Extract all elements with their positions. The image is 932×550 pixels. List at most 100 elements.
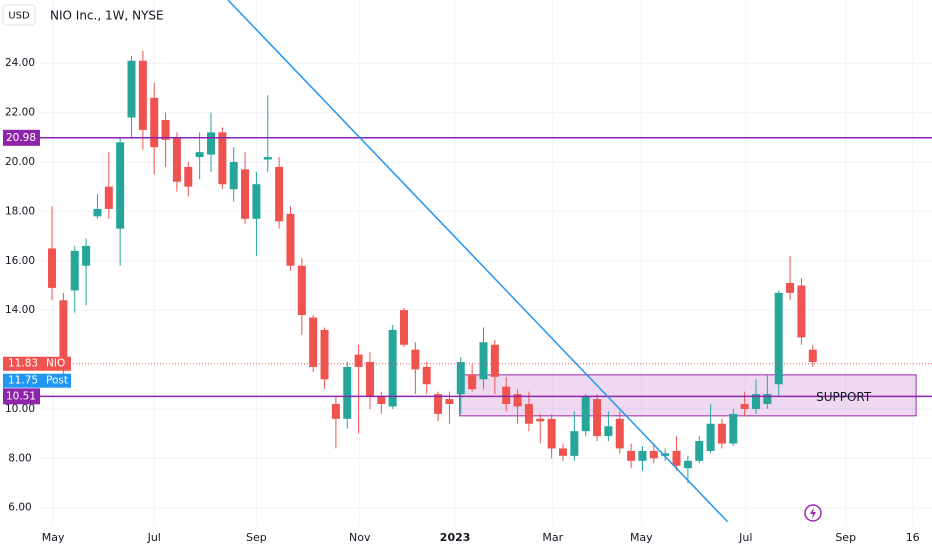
candle-body — [297, 265, 306, 316]
chart-title: NIO Inc., 1W, NYSE — [50, 9, 164, 23]
candle-body — [263, 157, 272, 160]
candle-body — [195, 152, 204, 158]
price-tag — [3, 356, 71, 371]
candle-body — [581, 396, 590, 432]
candle-body — [740, 403, 749, 409]
support-zone — [459, 374, 917, 417]
candle-body — [275, 166, 284, 222]
x-tick-label: Sep — [835, 531, 856, 544]
candle-body — [456, 362, 465, 395]
candle-body — [150, 97, 159, 148]
candle-body — [695, 441, 704, 461]
candle-body — [206, 132, 215, 155]
x-tick-label: May — [42, 531, 65, 544]
candle-body — [48, 248, 57, 288]
candle-body — [218, 132, 227, 185]
candle-body — [786, 282, 795, 293]
candle-body — [434, 394, 443, 414]
candle-body — [468, 374, 477, 390]
candle-body — [252, 184, 261, 219]
x-tick-label: Mar — [542, 531, 563, 544]
x-tick-label: 16 — [906, 531, 920, 544]
trendline — [227, 0, 729, 523]
x-tick-label: Jul — [147, 531, 161, 544]
alert-bolt — [810, 507, 816, 519]
candle-body — [604, 426, 613, 437]
y-tick-label: 18.00 — [5, 205, 35, 217]
level-tag — [3, 388, 40, 405]
candle-body — [411, 349, 420, 370]
candle-body — [445, 399, 454, 404]
candle-body — [797, 285, 806, 338]
candle-body — [400, 310, 409, 345]
y-tick-label: 16.00 — [5, 255, 35, 267]
y-tick-label: 10.00 — [5, 403, 35, 415]
candle-body — [774, 292, 783, 385]
candle-body — [808, 349, 817, 363]
candle-body — [729, 413, 738, 444]
candle-body — [683, 460, 692, 469]
candle-body — [172, 137, 181, 182]
candle-body — [343, 366, 352, 419]
candle-body — [717, 423, 726, 444]
candle-body — [309, 317, 318, 367]
candle-body — [116, 142, 125, 229]
price-tag-label: Post — [46, 375, 68, 387]
candle-body — [388, 329, 397, 407]
candle-body — [752, 394, 761, 409]
candle-body — [320, 329, 329, 380]
y-tick-label: 14.00 — [5, 304, 35, 316]
y-tick-label: 8.00 — [8, 452, 31, 464]
candle-body — [354, 354, 363, 367]
candle-body — [763, 394, 772, 404]
candle-body — [138, 60, 147, 130]
candle-body — [627, 450, 636, 461]
candle-body — [161, 120, 170, 140]
candle-body — [82, 245, 91, 266]
y-tick-label: 20.00 — [5, 156, 35, 168]
candle-body — [127, 60, 136, 118]
price-tag-value: 11.75 — [8, 375, 38, 387]
candle-body — [661, 453, 670, 456]
candle-body — [184, 166, 193, 187]
y-tick-label: 6.00 — [8, 502, 31, 514]
price-tag-label: NIO — [46, 358, 65, 370]
plot-area — [40, 0, 932, 525]
y-tick-label: 22.00 — [5, 107, 35, 119]
x-tick-label: 2023 — [440, 531, 471, 544]
candle-body — [104, 186, 113, 209]
level-tag-label: 10.51 — [6, 390, 36, 402]
candle-body — [70, 250, 79, 291]
candle-body — [377, 396, 386, 404]
level-tag-label: 20.98 — [6, 132, 36, 144]
candle-body — [59, 300, 68, 360]
price-axis — [0, 0, 40, 525]
currency-box[interactable] — [2, 4, 36, 26]
candle-body — [422, 366, 431, 385]
candle-body — [536, 418, 545, 422]
candle-body — [93, 208, 102, 217]
candle-body — [331, 403, 340, 419]
price-tag-value: 11.83 — [8, 358, 38, 370]
candle-body — [229, 161, 238, 190]
candle-body — [502, 386, 511, 404]
x-tick-label: Jul — [738, 531, 752, 544]
candle-body — [286, 213, 295, 266]
level-tag — [3, 129, 40, 146]
candle-body — [570, 431, 579, 456]
candle-body — [638, 450, 647, 461]
candle-body — [649, 450, 658, 459]
zone-label: SUPPORT — [816, 390, 872, 404]
candle-body — [615, 418, 624, 449]
price-tag — [3, 373, 71, 388]
candle-body — [558, 448, 567, 456]
x-tick-label: Nov — [349, 531, 371, 544]
currency: USD — [8, 11, 30, 22]
candle-body — [524, 403, 533, 424]
x-tick-label: May — [630, 531, 653, 544]
x-tick-label: Sep — [246, 531, 267, 544]
y-tick-label: 24.00 — [5, 57, 35, 69]
candle-body — [490, 344, 499, 377]
candle-body — [593, 399, 602, 437]
